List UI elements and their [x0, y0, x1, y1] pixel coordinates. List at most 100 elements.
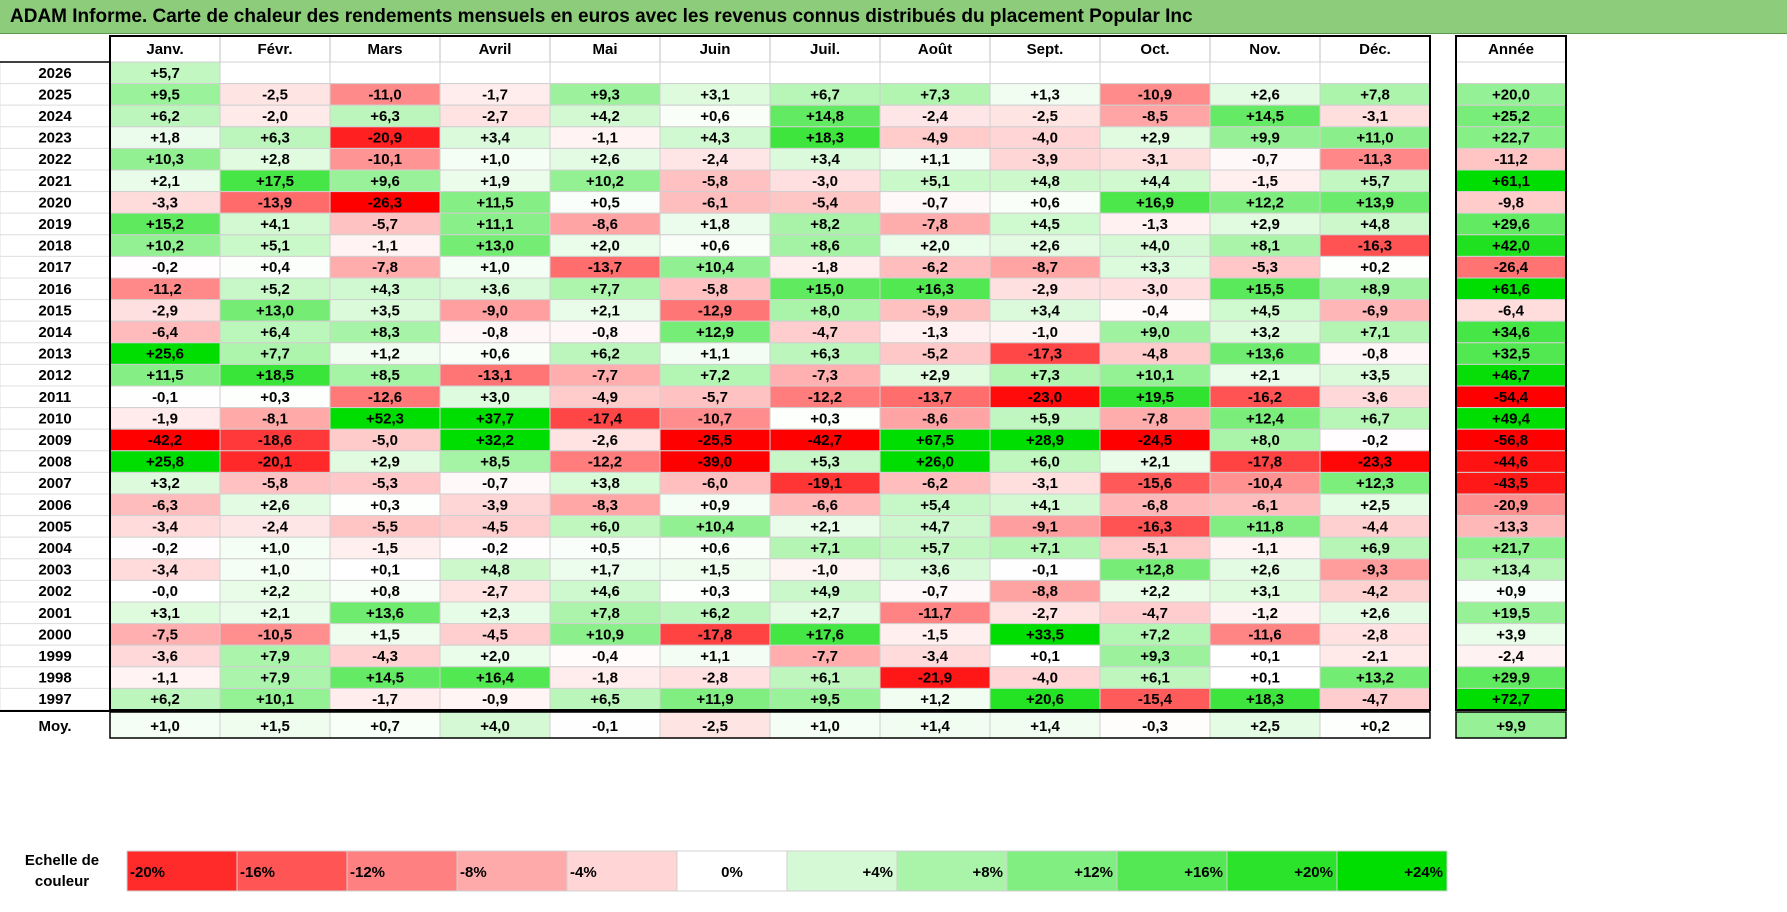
cell-value: -42,7: [808, 432, 842, 449]
cell-value: -1,1: [372, 238, 398, 255]
cell-value: -1,9: [152, 410, 178, 427]
cell-value: -0,7: [482, 475, 508, 492]
cell-value: +6,5: [590, 691, 620, 708]
cell-value: -17,3: [1028, 346, 1062, 363]
cell-value: +4,5: [1030, 216, 1060, 233]
chart-title: ADAM Informe. Carte de chaleur des rende…: [0, 0, 1787, 34]
year-label: 2005: [38, 518, 71, 535]
cell-value: +4,8: [1030, 173, 1060, 190]
annual-value: +61,1: [1492, 173, 1530, 190]
cell-value: -8,6: [922, 410, 948, 427]
cell-value: +0,6: [700, 238, 730, 255]
cell-value: +4,1: [1030, 497, 1060, 514]
cell-value: -12,9: [698, 302, 732, 319]
cell-value: -20,1: [258, 454, 292, 471]
cell-value: +26,0: [916, 454, 954, 471]
cell-value: +2,9: [1140, 130, 1170, 147]
year-label: 2010: [38, 410, 71, 427]
cell-value: +17,6: [806, 626, 844, 643]
cell-value: -6,2: [922, 475, 948, 492]
cell-value: +6,0: [1030, 454, 1060, 471]
cell-value: -0,8: [1362, 346, 1388, 363]
cell-value: -0,1: [1032, 562, 1058, 579]
cell-value: +0,3: [370, 497, 400, 514]
cell-value: -5,7: [372, 216, 398, 233]
cell-value: -5,5: [372, 518, 398, 535]
column-header: Déc.: [1359, 41, 1391, 58]
year-label: 2026: [38, 65, 71, 82]
cell-value: +8,6: [810, 238, 840, 255]
scale-swatch-label: -20%: [130, 864, 165, 881]
scale-swatch-label: +20%: [1294, 864, 1333, 881]
cell-value: +2,3: [480, 605, 510, 622]
cell-value: +11,5: [146, 367, 183, 384]
annual-value: -56,8: [1494, 432, 1528, 449]
cell-value: -6,3: [152, 497, 178, 514]
cell-value: +7,7: [590, 281, 620, 298]
cell-value: +1,8: [150, 130, 180, 147]
cell-value: +1,7: [590, 562, 620, 579]
cell-value: -1,3: [1142, 216, 1168, 233]
cell-value: -3,4: [152, 562, 179, 579]
cell-value: +6,1: [1140, 670, 1170, 687]
cell-value: +1,2: [920, 691, 950, 708]
cell-value: -5,3: [372, 475, 398, 492]
cell-value: -13,7: [588, 259, 622, 276]
cell-value: +0,6: [1030, 194, 1060, 211]
cell-value: -20,9: [368, 130, 402, 147]
cell-value: +37,7: [476, 410, 514, 427]
cell-value: +2,2: [1140, 583, 1170, 600]
cell-value: +17,5: [256, 173, 294, 190]
cell-value: +11,9: [696, 691, 733, 708]
cell-value: -5,1: [1142, 540, 1168, 557]
average-value: +4,0: [480, 718, 510, 735]
cell-value: -19,1: [808, 475, 842, 492]
scale-label-line2: couleur: [35, 873, 89, 890]
average-label: Moy.: [38, 718, 71, 735]
average-value: +1,0: [150, 718, 180, 735]
cell-value: -4,7: [1362, 691, 1388, 708]
cell-value: +2,1: [590, 302, 620, 319]
cell-value: +1,1: [920, 151, 950, 168]
annual-border: [1455, 35, 1567, 711]
heatmap-cell: [1209, 61, 1321, 85]
cell-value: +4,4: [1140, 173, 1170, 190]
cell-value: +1,9: [480, 173, 510, 190]
cell-value: -4,7: [1142, 605, 1168, 622]
cell-value: +0,3: [260, 389, 290, 406]
cell-value: +3,1: [150, 605, 180, 622]
cell-value: +3,5: [1360, 367, 1390, 384]
scale-swatch-label: -12%: [350, 864, 385, 881]
cell-value: +10,3: [146, 151, 184, 168]
cell-value: +6,3: [810, 346, 840, 363]
cell-value: +15,5: [1246, 281, 1284, 298]
cell-value: +1,3: [1030, 86, 1060, 103]
cell-value: -3,9: [482, 497, 508, 514]
cell-value: -4,2: [1362, 583, 1388, 600]
year-label: 2008: [38, 454, 71, 471]
cell-value: -8,6: [592, 216, 618, 233]
cell-value: -13,1: [478, 367, 512, 384]
cell-value: -12,2: [588, 454, 622, 471]
cell-value: -10,7: [698, 410, 732, 427]
cell-value: +2,6: [260, 497, 290, 514]
year-label: 2016: [38, 281, 71, 298]
column-header: Mai: [592, 41, 617, 58]
year-label: 2020: [38, 194, 71, 211]
cell-value: -8,7: [1032, 259, 1058, 276]
cell-value: +2,1: [810, 518, 840, 535]
cell-value: +5,4: [920, 497, 950, 514]
average-cell: [329, 711, 441, 739]
cell-value: +0,4: [260, 259, 290, 276]
cell-value: +9,5: [810, 691, 840, 708]
cell-value: -8,8: [1032, 583, 1058, 600]
cell-value: +9,5: [150, 86, 180, 103]
cell-value: -1,7: [372, 691, 398, 708]
cell-value: -11,6: [1248, 626, 1281, 643]
year-label: 2022: [38, 151, 71, 168]
cell-value: -6,4: [152, 324, 179, 341]
cell-value: -3,0: [1142, 281, 1168, 298]
cell-value: +10,4: [696, 518, 735, 535]
cell-value: -42,2: [148, 432, 182, 449]
cell-value: +0,3: [700, 583, 730, 600]
